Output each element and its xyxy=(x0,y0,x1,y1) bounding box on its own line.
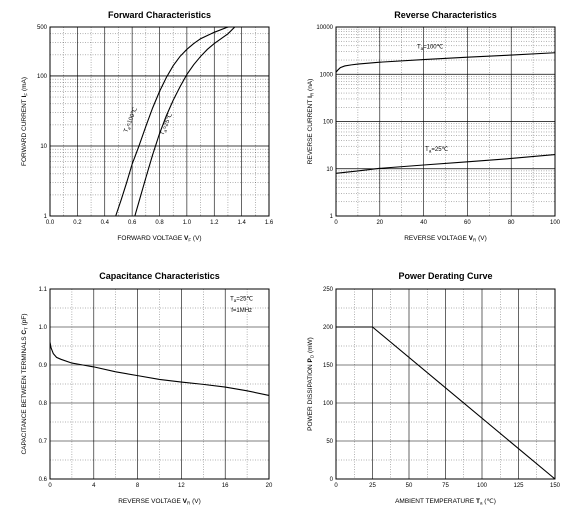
x-tick-label: 75 xyxy=(442,483,449,489)
x-axis-label: AMBIENT TEMPERATURE Ta (℃) xyxy=(395,498,496,506)
x-tick-label: 0.6 xyxy=(128,220,137,226)
x-tick-label: 60 xyxy=(464,220,471,226)
x-axis-label: REVERSE VOLTAGE VR (V) xyxy=(404,235,487,243)
y-tick-label: 0 xyxy=(330,477,334,483)
y-axis-label: REVERSE CURRENT IR (nA) xyxy=(307,79,315,165)
x-tick-label: 0.8 xyxy=(155,220,164,226)
x-tick-label: 0.4 xyxy=(101,220,110,226)
series-annotation: Ta=25℃ xyxy=(425,147,448,154)
y-tick-label: 10000 xyxy=(316,25,333,31)
series-annotation: f=1MHz xyxy=(231,308,252,314)
x-tick-label: 1.2 xyxy=(210,220,219,226)
y-axis-label: FORWARD CURRENT IF (mA) xyxy=(21,77,29,166)
x-tick-label: 100 xyxy=(550,220,561,226)
x-tick-label: 8 xyxy=(136,483,140,489)
x-tick-label: 100 xyxy=(477,483,488,489)
x-tick-label: 12 xyxy=(178,483,185,489)
grid xyxy=(49,26,270,217)
x-tick-label: 1.0 xyxy=(183,220,192,226)
series-line-2 xyxy=(134,26,236,217)
chart-panel-2: Reverse Characteristics 0 20 40 60 80 100 1 10 10… xyxy=(307,10,561,243)
y-tick-label: 1.0 xyxy=(39,325,48,331)
series-annotation: Ta=100℃ xyxy=(417,45,444,52)
x-tick-label: 25 xyxy=(369,483,376,489)
y-tick-label: 150 xyxy=(323,363,334,369)
y-tick-label: 1 xyxy=(330,214,334,220)
x-tick-label: 150 xyxy=(550,483,561,489)
chart-title: Reverse Characteristics xyxy=(394,10,497,20)
series-annotation: Ta=25℃ xyxy=(230,296,253,303)
y-tick-label: 0.8 xyxy=(39,401,48,407)
x-tick-label: 1.4 xyxy=(237,220,246,226)
series-annotation: Ta=100℃ xyxy=(123,107,139,134)
grid xyxy=(335,26,556,217)
y-tick-label: 1 xyxy=(44,214,48,220)
x-tick-label: 0 xyxy=(334,483,338,489)
y-tick-label: 1000 xyxy=(320,72,334,78)
y-axis-label: POWER DISSIPATION PD (mW) xyxy=(307,337,315,431)
plot-frame xyxy=(335,288,556,480)
series-line-1 xyxy=(336,326,556,480)
y-tick-label: 0.9 xyxy=(39,363,48,369)
x-tick-label: 4 xyxy=(92,483,96,489)
x-axis-label: FORWARD VOLTAGE VF (V) xyxy=(117,235,201,243)
y-tick-label: 100 xyxy=(37,74,48,80)
x-tick-label: 80 xyxy=(508,220,515,226)
chart-title: Forward Characteristics xyxy=(108,10,211,20)
plot-frame xyxy=(49,26,270,217)
y-tick-label: 200 xyxy=(323,325,334,331)
chart-title: Power Derating Curve xyxy=(398,271,492,281)
y-axis-label: CAPACITANCE BETWEEN TERMINALS CT (pF) xyxy=(21,313,29,454)
y-tick-label: 100 xyxy=(323,120,334,126)
chart-title: Capacitance Characteristics xyxy=(99,271,220,281)
series-annotation: Ta=25℃ xyxy=(160,112,175,136)
series-line-1 xyxy=(335,52,556,73)
plot-frame xyxy=(335,26,556,217)
x-tick-label: 125 xyxy=(513,483,524,489)
y-tick-label: 50 xyxy=(326,439,333,445)
y-tick-label: 10 xyxy=(326,167,333,173)
series-line-1 xyxy=(115,26,229,217)
x-tick-label: 0 xyxy=(334,220,338,226)
x-tick-label: 40 xyxy=(420,220,427,226)
x-tick-label: 0 xyxy=(48,483,52,489)
x-tick-label: 20 xyxy=(266,483,273,489)
y-tick-label: 100 xyxy=(323,401,334,407)
plot-frame xyxy=(49,288,270,480)
x-tick-label: 0.2 xyxy=(73,220,82,226)
grid xyxy=(49,288,270,480)
x-tick-label: 50 xyxy=(406,483,413,489)
x-tick-label: 0.0 xyxy=(46,220,55,226)
y-tick-label: 10 xyxy=(40,144,47,150)
x-axis-label: REVERSE VOLTAGE VR (V) xyxy=(118,498,201,506)
chart-panel-3: Capacitance Characteristics 0 4 8 12 16 20 0.6 0… xyxy=(21,271,273,506)
x-tick-label: 1.6 xyxy=(265,220,274,226)
series-line-2 xyxy=(335,153,556,174)
series-line-1 xyxy=(49,342,270,396)
chart-panel-4: Power Derating Curve 0 25 50 75 100 125 150 0 50 1… xyxy=(307,271,561,506)
y-tick-label: 250 xyxy=(323,287,334,293)
y-tick-label: 1.1 xyxy=(39,287,48,293)
x-tick-label: 20 xyxy=(376,220,383,226)
y-tick-label: 0.6 xyxy=(39,477,48,483)
chart-panel-1: Forward Characteristics 0.0 0.2 0.4 0.6 0.8 1.… xyxy=(21,10,274,243)
grid xyxy=(335,288,556,480)
x-tick-label: 16 xyxy=(222,483,229,489)
y-tick-label: 0.7 xyxy=(39,439,48,445)
y-tick-label: 500 xyxy=(37,25,48,31)
